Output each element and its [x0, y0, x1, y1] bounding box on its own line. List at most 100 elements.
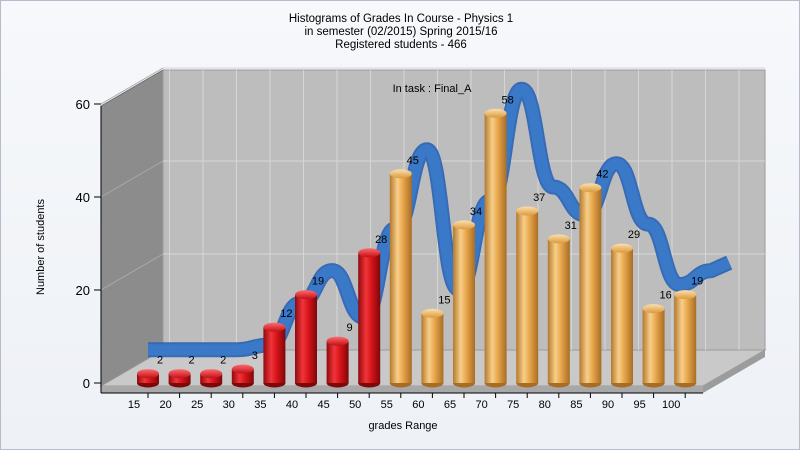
x-tick-label: 95 [633, 399, 645, 411]
bar-value-label: 3 [252, 350, 258, 362]
bar-cap [168, 369, 191, 379]
x-tick-label: 45 [317, 399, 329, 411]
bar-75: 37 [516, 192, 545, 388]
x-tick-label: 15 [128, 399, 140, 411]
x-tick-label: 90 [602, 399, 614, 411]
bar-value-label: 28 [375, 234, 387, 246]
bar-cap [200, 369, 223, 379]
bar-cap [516, 206, 539, 216]
x-tick-label: 50 [349, 399, 361, 411]
axes-layer: 0 20 40 60 15 20 25 30 35 40 45 50 55 60 65 70 75 80 85 90 9… [76, 97, 703, 411]
bar-value-label: 2 [189, 355, 195, 367]
bar-value-label: 19 [312, 276, 324, 288]
bar-body [200, 373, 223, 383]
bar-cap [484, 108, 507, 118]
bar-cap [453, 220, 475, 230]
bar-15: 2 [137, 355, 163, 388]
bar-body [642, 308, 665, 383]
bar-65: 34 [453, 206, 482, 388]
bar-value-label: 37 [533, 192, 545, 204]
bar-body [579, 187, 602, 383]
bar-body [326, 341, 349, 383]
bar-body [421, 313, 444, 383]
x-tick-label: 65 [444, 399, 456, 411]
bar-50: 28 [358, 234, 387, 388]
bar-cap [642, 304, 665, 314]
bar-30: 3 [231, 350, 258, 388]
bar-body [295, 294, 317, 383]
y-tick-label: 40 [76, 190, 90, 205]
bar-35: 12 [263, 308, 293, 388]
bar-cap [547, 234, 570, 244]
bar-cap [326, 336, 349, 346]
bar-55: 45 [389, 155, 419, 388]
chart-title-line-2: in semester (02/2015) Spring 2015/16 [304, 26, 498, 38]
bar-cap [579, 183, 602, 193]
bar-20: 2 [168, 355, 195, 388]
bar-value-label: 58 [501, 94, 513, 106]
grid-line-side [100, 253, 164, 291]
bar-70: 58 [484, 94, 514, 388]
bar-25: 2 [200, 355, 226, 388]
bar-60: 15 [421, 294, 451, 388]
bar-body [168, 373, 191, 383]
bar-value-label: 19 [691, 276, 703, 288]
bar-value-label: 12 [280, 308, 292, 320]
grid-line-side [100, 160, 164, 198]
y-tick-label: 0 [83, 376, 90, 391]
bar-body [516, 210, 539, 383]
x-tick-label: 85 [570, 399, 582, 411]
bar-cap [263, 322, 286, 332]
bar-90: 29 [611, 229, 640, 388]
bar-body [484, 113, 507, 384]
x-axis-label: grades Range [368, 420, 437, 432]
x-tick-label: 80 [539, 399, 551, 411]
bar-value-label: 42 [596, 169, 608, 181]
chart-floor-front-edge [101, 386, 703, 393]
x-tick-label: 20 [159, 399, 171, 411]
bar-45: 9 [326, 322, 353, 388]
bar-cap [358, 248, 381, 258]
bar-value-label: 45 [407, 155, 419, 167]
bar-body [137, 373, 159, 383]
bar-cap [674, 290, 697, 300]
bar-cap [295, 290, 317, 300]
bar-value-label: 2 [157, 355, 163, 367]
bar-value-label: 31 [565, 220, 577, 232]
x-tick-label: 30 [223, 399, 235, 411]
x-tick-label: 60 [412, 399, 424, 411]
x-tick-label: 55 [381, 399, 393, 411]
bar-value-label: 16 [659, 290, 671, 302]
bar-body [611, 248, 633, 383]
bar-value-label: 9 [347, 322, 353, 334]
bar-cap [389, 169, 412, 179]
bar-value-label: 29 [628, 229, 640, 241]
bar-cap [231, 364, 254, 374]
bar-body [547, 238, 570, 383]
bar-95: 16 [642, 290, 672, 388]
grid-line-side [100, 67, 164, 105]
bar-85: 42 [579, 169, 609, 388]
bar-value-label: 15 [438, 294, 450, 306]
chart-left-wall [100, 69, 164, 387]
task-annotation: In task : Final_A [393, 83, 473, 95]
bar-cap [611, 243, 633, 253]
bar-value-label: 34 [470, 206, 482, 218]
bar-body [358, 252, 381, 383]
y-tick-label: 20 [76, 283, 90, 298]
y-axis-label: Number of students [35, 199, 47, 295]
x-tick-label: 35 [254, 399, 266, 411]
bar-body [389, 173, 412, 383]
x-tick-label: 100 [662, 399, 680, 411]
bar-100: 19 [674, 276, 703, 388]
x-tick-label: 70 [475, 399, 487, 411]
chart-title-line-3: Registered students - 466 [335, 39, 467, 51]
x-tick-label: 40 [286, 399, 298, 411]
bar-cap [421, 308, 444, 318]
bar-40: 19 [295, 276, 324, 388]
bar-value-label: 2 [220, 355, 226, 367]
chart-title-line-1: Histograms of Grades In Course - Physics… [288, 13, 514, 25]
x-tick-label: 25 [191, 399, 203, 411]
bar-80: 31 [547, 220, 577, 388]
